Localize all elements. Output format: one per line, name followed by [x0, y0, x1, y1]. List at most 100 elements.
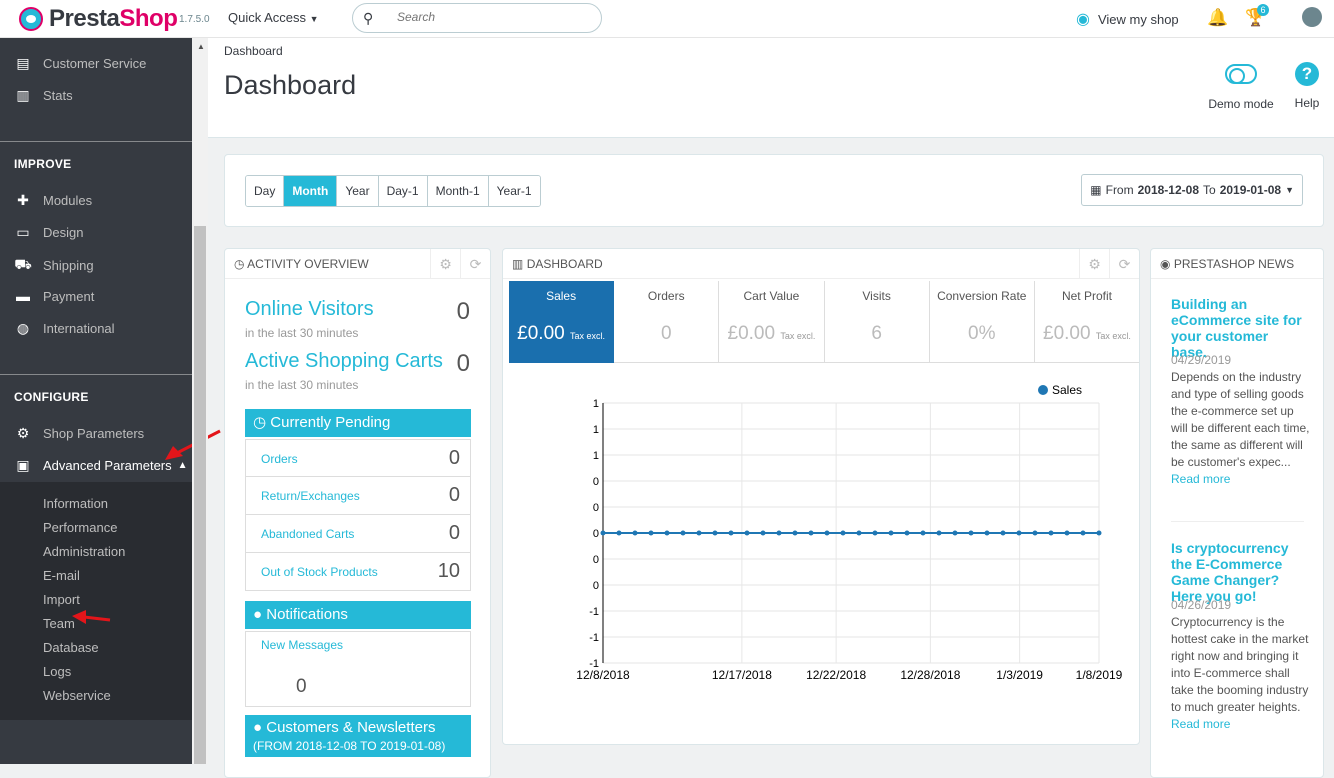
search-icon[interactable]: ⚲	[363, 10, 374, 26]
help-button[interactable]: ? Help	[1292, 62, 1322, 110]
y-tick-label: -1	[589, 606, 599, 618]
submenu-item-administration[interactable]: Administration	[43, 544, 126, 559]
kpi-tab-conversion-rate[interactable]: Conversion Rate 0%	[929, 281, 1035, 363]
page-title: Dashboard	[224, 70, 357, 100]
scrollbar-thumb[interactable]	[194, 226, 206, 764]
news-item-title[interactable]: Is cryptocurrency the E-Commerce Game Ch…	[1171, 540, 1289, 604]
y-tick-label: 1	[593, 398, 599, 410]
panel-title: ACTIVITY OVERVIEW	[247, 257, 369, 271]
submenu-item-webservice[interactable]: Webservice	[43, 688, 111, 703]
sidebar-item-shop-parameters[interactable]: ⚙ Shop Parameters	[14, 425, 144, 442]
activity-overview-panel: ◷ ACTIVITY OVERVIEW ⚙ ⟳ Online Visitors i…	[224, 248, 491, 778]
read-more-link[interactable]: Read more	[1171, 472, 1231, 486]
kpi-tab-sales[interactable]: Sales £0.00 Tax excl.	[509, 281, 615, 363]
user-avatar-icon[interactable]	[1302, 7, 1322, 27]
pending-row-returns[interactable]: Return/Exchanges 0	[245, 477, 471, 515]
configure-gear-icon[interactable]: ⚙	[430, 249, 460, 279]
kpi-label: Visits	[862, 289, 891, 303]
currently-pending-header: ◷ Currently Pending	[245, 409, 471, 437]
kpi-note: Tax excl.	[780, 331, 816, 341]
gear-icon: ⚙	[16, 425, 30, 441]
data-point	[968, 530, 974, 536]
logo-text-shop: Shop	[119, 5, 178, 32]
pending-row-abandoned-carts[interactable]: Abandoned Carts 0	[245, 515, 471, 553]
scroll-up-arrow-icon[interactable]: ▲	[197, 42, 205, 51]
sidebar-item-modules[interactable]: ✚ Modules	[14, 192, 92, 209]
configure-gear-icon[interactable]: ⚙	[1079, 249, 1109, 279]
kpi-label: Net Profit	[1061, 289, 1112, 303]
submenu-item-database[interactable]: Database	[43, 640, 99, 655]
kpi-value: £0.00	[727, 323, 776, 344]
period-year-button[interactable]: Year	[337, 176, 379, 206]
period-month-1-button[interactable]: Month-1	[427, 176, 489, 206]
news-item-title[interactable]: Building an eCommerce site for your cust…	[1171, 296, 1302, 360]
sidebar-item-international[interactable]: ◍ International	[14, 320, 115, 337]
bar-chart-icon: ▥	[512, 257, 524, 271]
pending-row-orders[interactable]: Orders 0	[245, 439, 471, 477]
data-point	[744, 530, 750, 536]
pending-label: Orders	[261, 452, 298, 466]
submenu-item-import[interactable]: Import	[43, 592, 80, 607]
sidebar-item-payment[interactable]: ▬ Payment	[14, 288, 94, 304]
period-year-1-button[interactable]: Year-1	[488, 176, 540, 206]
data-point	[632, 530, 638, 536]
read-more-link[interactable]: Read more	[1171, 717, 1231, 731]
kpi-tab-net-profit[interactable]: Net Profit £0.00 Tax excl.	[1034, 281, 1140, 363]
sidebar-item-design[interactable]: ▭ Design	[14, 224, 83, 241]
refresh-icon[interactable]: ⟳	[1109, 249, 1139, 279]
y-tick-label: 1	[593, 424, 599, 436]
caret-down-icon: ▼	[1285, 185, 1294, 195]
kpi-tab-cart-value[interactable]: Cart Value £0.00 Tax excl.	[719, 281, 825, 363]
customers-sub: (FROM 2018-12-08 TO 2019-01-08)	[253, 739, 446, 753]
view-my-shop-link[interactable]: ◉ View my shop	[1076, 9, 1179, 29]
demo-mode-toggle[interactable]: Demo mode	[1206, 64, 1276, 111]
data-point	[1000, 530, 1006, 536]
period-month-button[interactable]: Month	[284, 176, 338, 206]
kpi-tab-visits[interactable]: Visits 6	[824, 281, 930, 363]
submenu-item-logs[interactable]: Logs	[43, 664, 72, 679]
x-tick-label: 12/17/2018	[712, 668, 772, 682]
sidebar-item-customer-service[interactable]: ▤ Customer Service	[14, 55, 146, 72]
data-point	[1048, 530, 1054, 536]
submenu-item-information[interactable]: Information	[43, 496, 109, 511]
refresh-icon[interactable]: ⟳	[460, 249, 490, 279]
sidebar-scrollbar[interactable]: ▲	[192, 38, 208, 764]
data-point	[616, 530, 622, 536]
kpi-tab-orders[interactable]: Orders 0	[614, 281, 720, 363]
submenu-item-performance[interactable]: Performance	[43, 520, 118, 535]
data-point	[952, 530, 958, 536]
news-item-body: Cryptocurrency is the hottest cake in th…	[1171, 615, 1309, 714]
kpi-value: 6	[871, 323, 882, 344]
sidebar-item-shipping[interactable]: ⛟ Shipping	[14, 256, 93, 275]
submenu-item-email[interactable]: E-mail	[43, 568, 80, 583]
advanced-parameters-submenu: Information Performance Administration E…	[0, 482, 192, 720]
from-date: 2018-12-08	[1137, 183, 1199, 197]
active-carts-label[interactable]: Active Shopping Carts	[245, 350, 443, 372]
data-point	[984, 530, 990, 536]
new-messages-value: 0	[296, 676, 307, 697]
currently-pending-title: Currently Pending	[270, 414, 391, 431]
breadcrumb[interactable]: Dashboard	[224, 44, 283, 58]
bell-icon[interactable]: 🔔	[1207, 8, 1229, 27]
prestashop-logo[interactable]: PrestaShop	[19, 5, 178, 33]
period-day-button[interactable]: Day	[246, 176, 285, 206]
stats-icon: ▥	[16, 87, 30, 103]
online-visitors-label[interactable]: Online Visitors	[245, 298, 374, 320]
data-point	[872, 530, 878, 536]
quick-access-dropdown[interactable]: Quick Access ▼	[228, 10, 319, 25]
x-tick-label: 12/8/2018	[576, 668, 630, 682]
submenu-item-team[interactable]: Team	[43, 616, 75, 631]
data-point	[1064, 530, 1070, 536]
pending-row-out-of-stock[interactable]: Out of Stock Products 10	[245, 553, 471, 591]
news-item-date: 04/29/2019	[1171, 353, 1232, 367]
new-messages-label[interactable]: New Messages	[261, 638, 344, 652]
clock-icon: ◷	[234, 257, 245, 271]
data-point	[648, 530, 654, 536]
sidebar-item-advanced-parameters[interactable]: ▣ Advanced Parameters ▲	[0, 450, 192, 480]
sidebar-item-stats[interactable]: ▥ Stats	[14, 87, 72, 104]
search-input[interactable]	[397, 10, 577, 24]
annotation-arrow-icon	[72, 610, 111, 624]
x-tick-label: 12/28/2018	[900, 668, 960, 682]
period-day-1-button[interactable]: Day-1	[378, 176, 428, 206]
date-range-picker[interactable]: ▦ From 2018-12-08 To 2019-01-08 ▼	[1081, 174, 1303, 206]
